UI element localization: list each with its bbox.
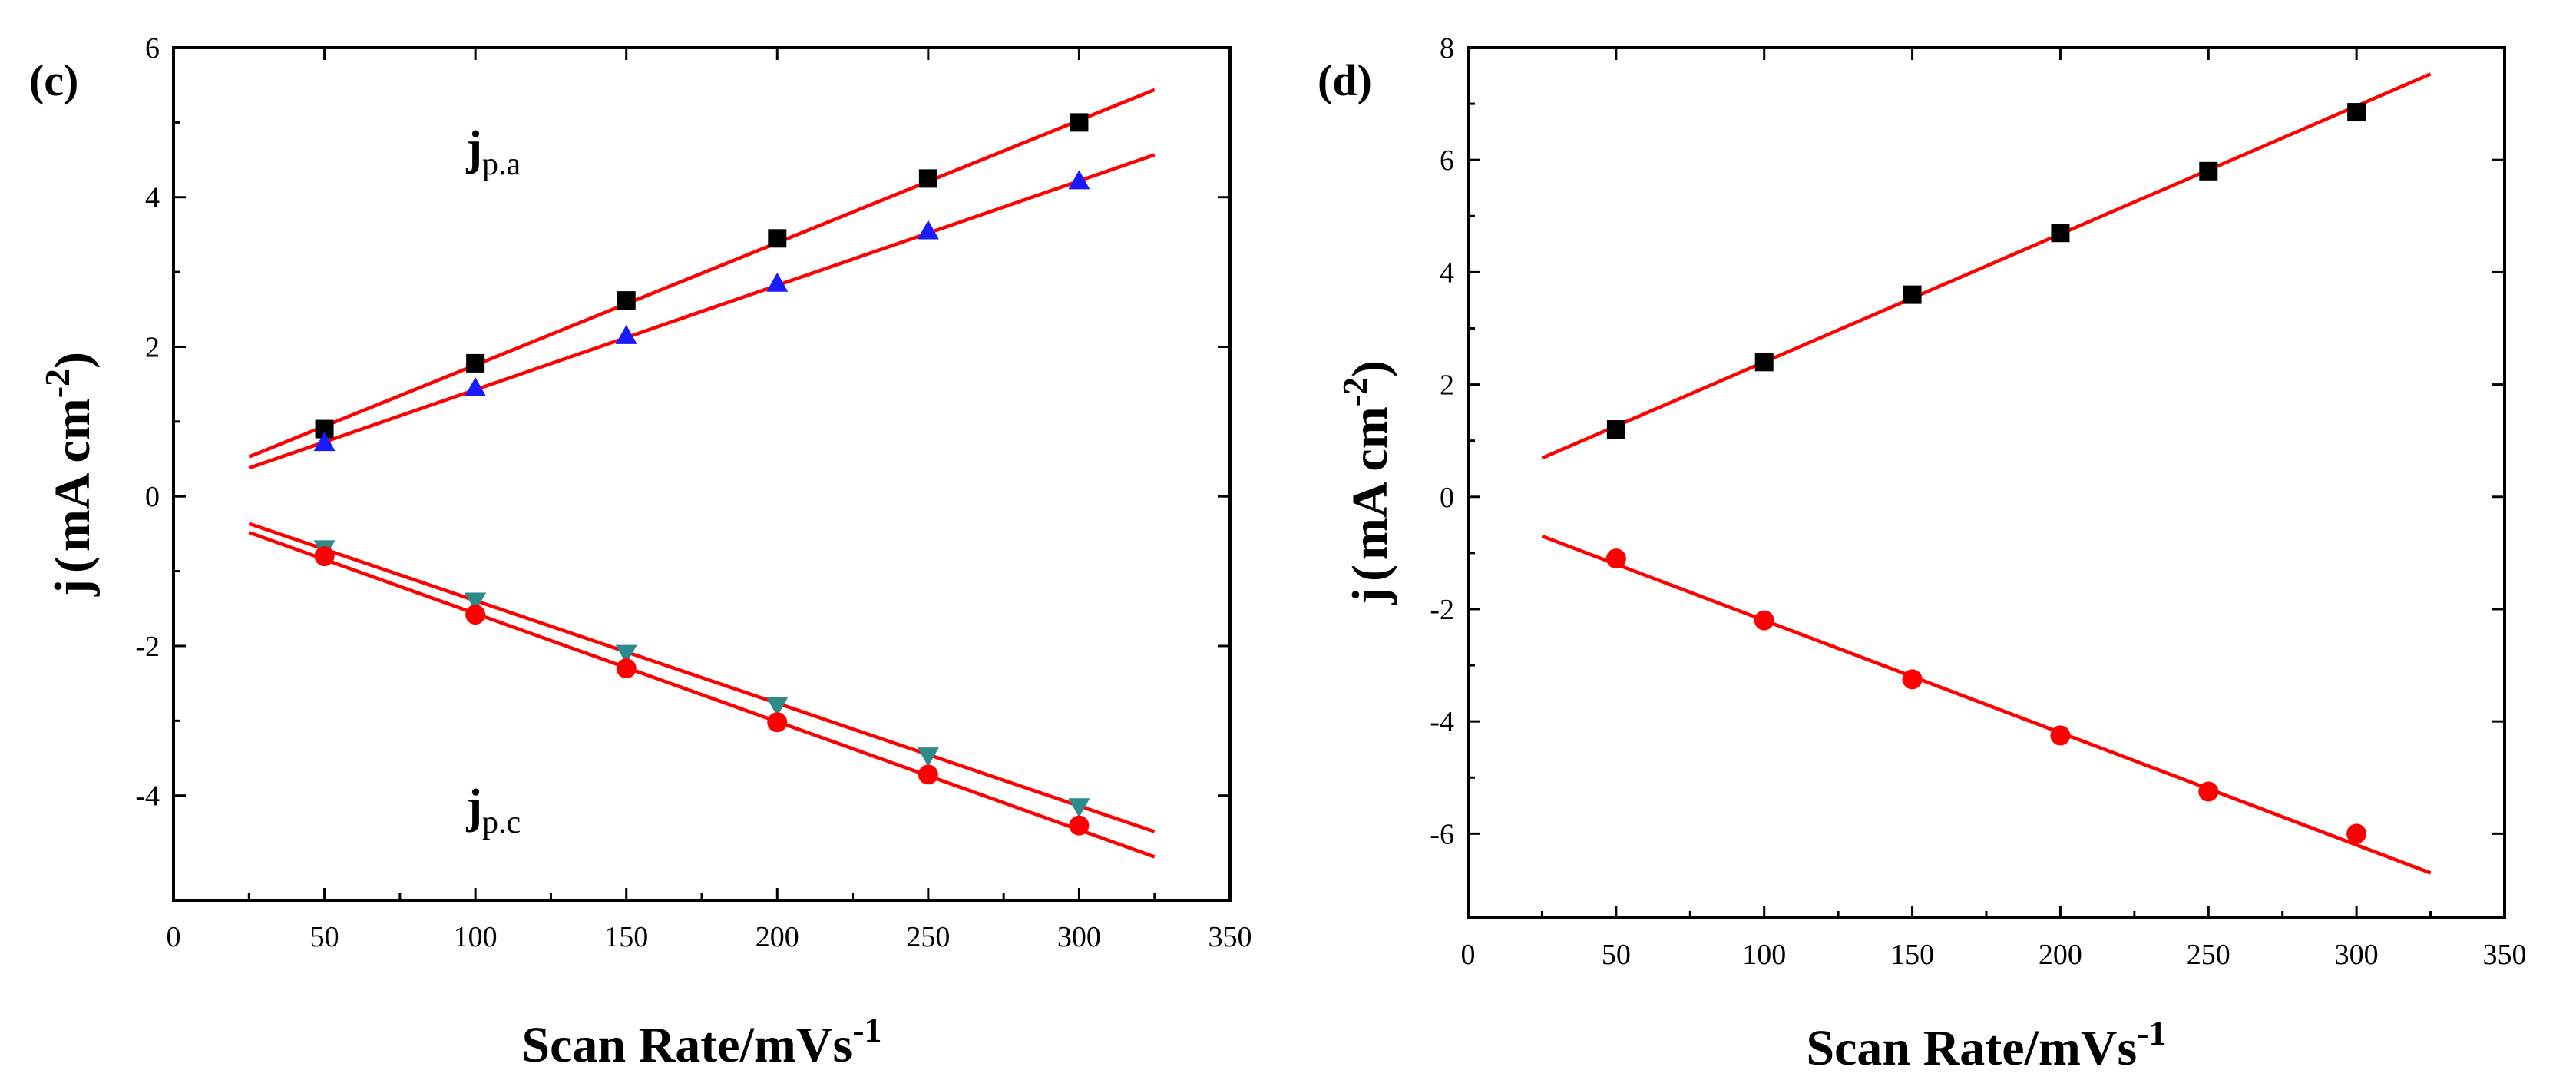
fit-lines xyxy=(248,88,1156,859)
chart-panel-c: (c) 0 50 100 150 200 250 300 350 -4 -2 0… xyxy=(29,32,1252,1073)
x-tick-label: 50 xyxy=(1602,939,1631,971)
x-axis-title: Scan Rate/mVs-1 xyxy=(1806,1013,2166,1076)
axis-ticks xyxy=(172,46,1232,900)
fit-line xyxy=(248,522,1156,833)
y-tick-label: -6 xyxy=(1430,818,1454,850)
data-point xyxy=(2198,781,2219,802)
x-tick-label: 200 xyxy=(756,921,799,953)
data-point xyxy=(2199,161,2218,181)
plot-frame xyxy=(172,46,1232,902)
axis-ticks xyxy=(1467,46,2506,918)
panel-label: (c) xyxy=(29,55,78,105)
x-axis-title: Scan Rate/mVs-1 xyxy=(521,1010,881,1073)
x-tick-label: 250 xyxy=(2187,939,2230,971)
x-tick-label: 350 xyxy=(2483,939,2527,971)
x-tick-label: 100 xyxy=(1742,939,1786,971)
data-point xyxy=(2346,823,2367,844)
y-tick-label: 6 xyxy=(1440,144,1454,177)
data-point xyxy=(615,644,637,664)
x-tick-label: 300 xyxy=(2335,939,2379,971)
data-point xyxy=(465,377,487,397)
fit-line xyxy=(248,153,1156,470)
fit-lines xyxy=(1541,72,2432,875)
data-point xyxy=(917,747,939,767)
x-tick-label: 150 xyxy=(604,921,648,953)
x-tick-label: 350 xyxy=(1209,921,1252,953)
data-point xyxy=(1606,420,1625,439)
chart-panel-d: (d) 0 50 100 150 200 250 300 350 -6 -4 -… xyxy=(1318,32,2527,1076)
data-markers xyxy=(313,113,1090,836)
x-tick-label: 0 xyxy=(167,921,181,953)
data-point xyxy=(1069,815,1090,836)
series-label-jpc: jp.c xyxy=(465,780,521,840)
data-point xyxy=(465,605,486,625)
data-point xyxy=(1754,353,1774,372)
data-point xyxy=(1068,798,1090,818)
data-point xyxy=(2051,224,2070,243)
x-tick-label: 300 xyxy=(1057,921,1101,953)
data-point xyxy=(767,712,788,733)
y-axis-title: j(mA cm-2) xyxy=(1335,360,1398,605)
data-markers xyxy=(1605,103,2367,844)
data-point xyxy=(465,592,487,612)
data-point xyxy=(617,291,636,310)
data-point xyxy=(1902,669,1923,690)
x-tick-label: 150 xyxy=(1890,939,1934,971)
y-tick-labels: -6 -4 -2 0 2 4 6 8 xyxy=(1430,32,1454,850)
fit-line xyxy=(1541,534,2432,875)
y-tick-label: 0 xyxy=(1440,482,1454,514)
y-tick-label: 2 xyxy=(145,331,160,363)
x-tick-label: 50 xyxy=(310,921,339,953)
data-point xyxy=(313,432,336,452)
fit-line xyxy=(248,530,1156,859)
fit-line xyxy=(248,88,1156,459)
plot-frame xyxy=(1467,46,2506,919)
x-tick-labels: 0 50 100 150 200 250 300 350 xyxy=(167,921,1252,953)
y-tick-label: -4 xyxy=(1430,706,1454,738)
y-tick-label: 4 xyxy=(145,182,160,214)
y-axis-title: j(mA cm-2) xyxy=(38,352,101,597)
panel-label: (d) xyxy=(1318,55,1372,105)
data-point xyxy=(466,353,485,373)
data-point xyxy=(1605,548,1626,569)
x-tick-labels: 0 50 100 150 200 250 300 350 xyxy=(1461,939,2527,971)
fit-line xyxy=(1541,72,2432,460)
data-point xyxy=(917,220,939,240)
data-point xyxy=(1903,285,1922,304)
x-tick-label: 0 xyxy=(1461,939,1476,971)
y-tick-label: 4 xyxy=(1440,257,1454,289)
y-tick-label: 8 xyxy=(1440,32,1454,65)
data-point xyxy=(2050,725,2071,746)
data-point xyxy=(615,324,637,344)
data-point xyxy=(1068,170,1090,190)
data-point xyxy=(766,272,789,292)
data-point xyxy=(918,169,937,188)
y-tick-labels: -4 -2 0 2 4 6 xyxy=(135,32,160,813)
data-point xyxy=(616,658,637,679)
x-tick-label: 200 xyxy=(2039,939,2082,971)
y-tick-label: -2 xyxy=(135,631,160,663)
data-point xyxy=(768,229,787,248)
data-point xyxy=(1070,113,1089,132)
x-tick-label: 100 xyxy=(454,921,498,953)
data-point xyxy=(766,697,789,717)
y-tick-label: -2 xyxy=(1430,594,1454,626)
data-point xyxy=(918,764,938,785)
y-tick-label: 6 xyxy=(145,32,160,65)
y-tick-label: 0 xyxy=(145,481,160,513)
y-tick-label: 2 xyxy=(1440,369,1454,402)
y-tick-label: -4 xyxy=(135,780,160,813)
data-point xyxy=(2347,103,2366,122)
data-point xyxy=(314,546,335,567)
x-tick-label: 250 xyxy=(906,921,950,953)
data-point xyxy=(1754,610,1774,631)
series-label-jpa: jp.a xyxy=(465,122,521,182)
